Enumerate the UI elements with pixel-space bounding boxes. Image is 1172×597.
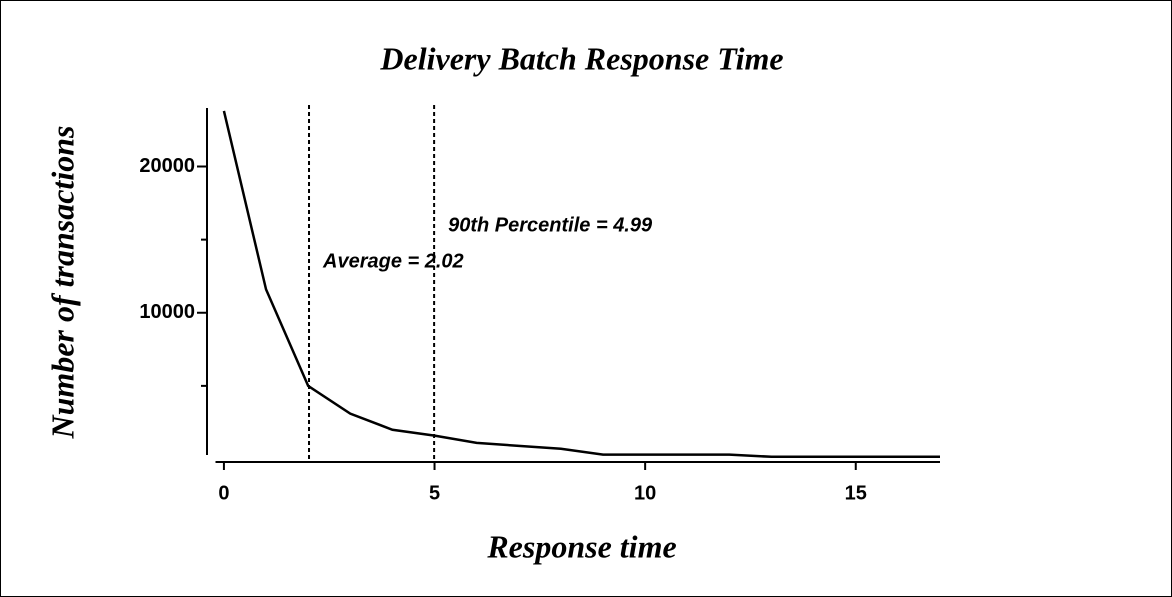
annotation: Average = 2.02	[322, 250, 464, 272]
x-tick-label: 15	[845, 482, 867, 504]
annotation: 90th Percentile = 4.99	[448, 214, 653, 236]
y-axis-label: Number of transactions	[44, 126, 80, 440]
y-tick-label: 20000	[139, 155, 195, 177]
x-tick-label: 10	[634, 482, 656, 504]
x-axis-label: Response time	[486, 528, 676, 564]
y-tick-label: 10000	[139, 301, 195, 323]
line-series	[222, 110, 940, 459]
chart-title: Delivery Batch Response Time	[379, 40, 783, 76]
x-tick-label: 5	[429, 482, 440, 504]
x-tick-label: 0	[218, 482, 229, 504]
